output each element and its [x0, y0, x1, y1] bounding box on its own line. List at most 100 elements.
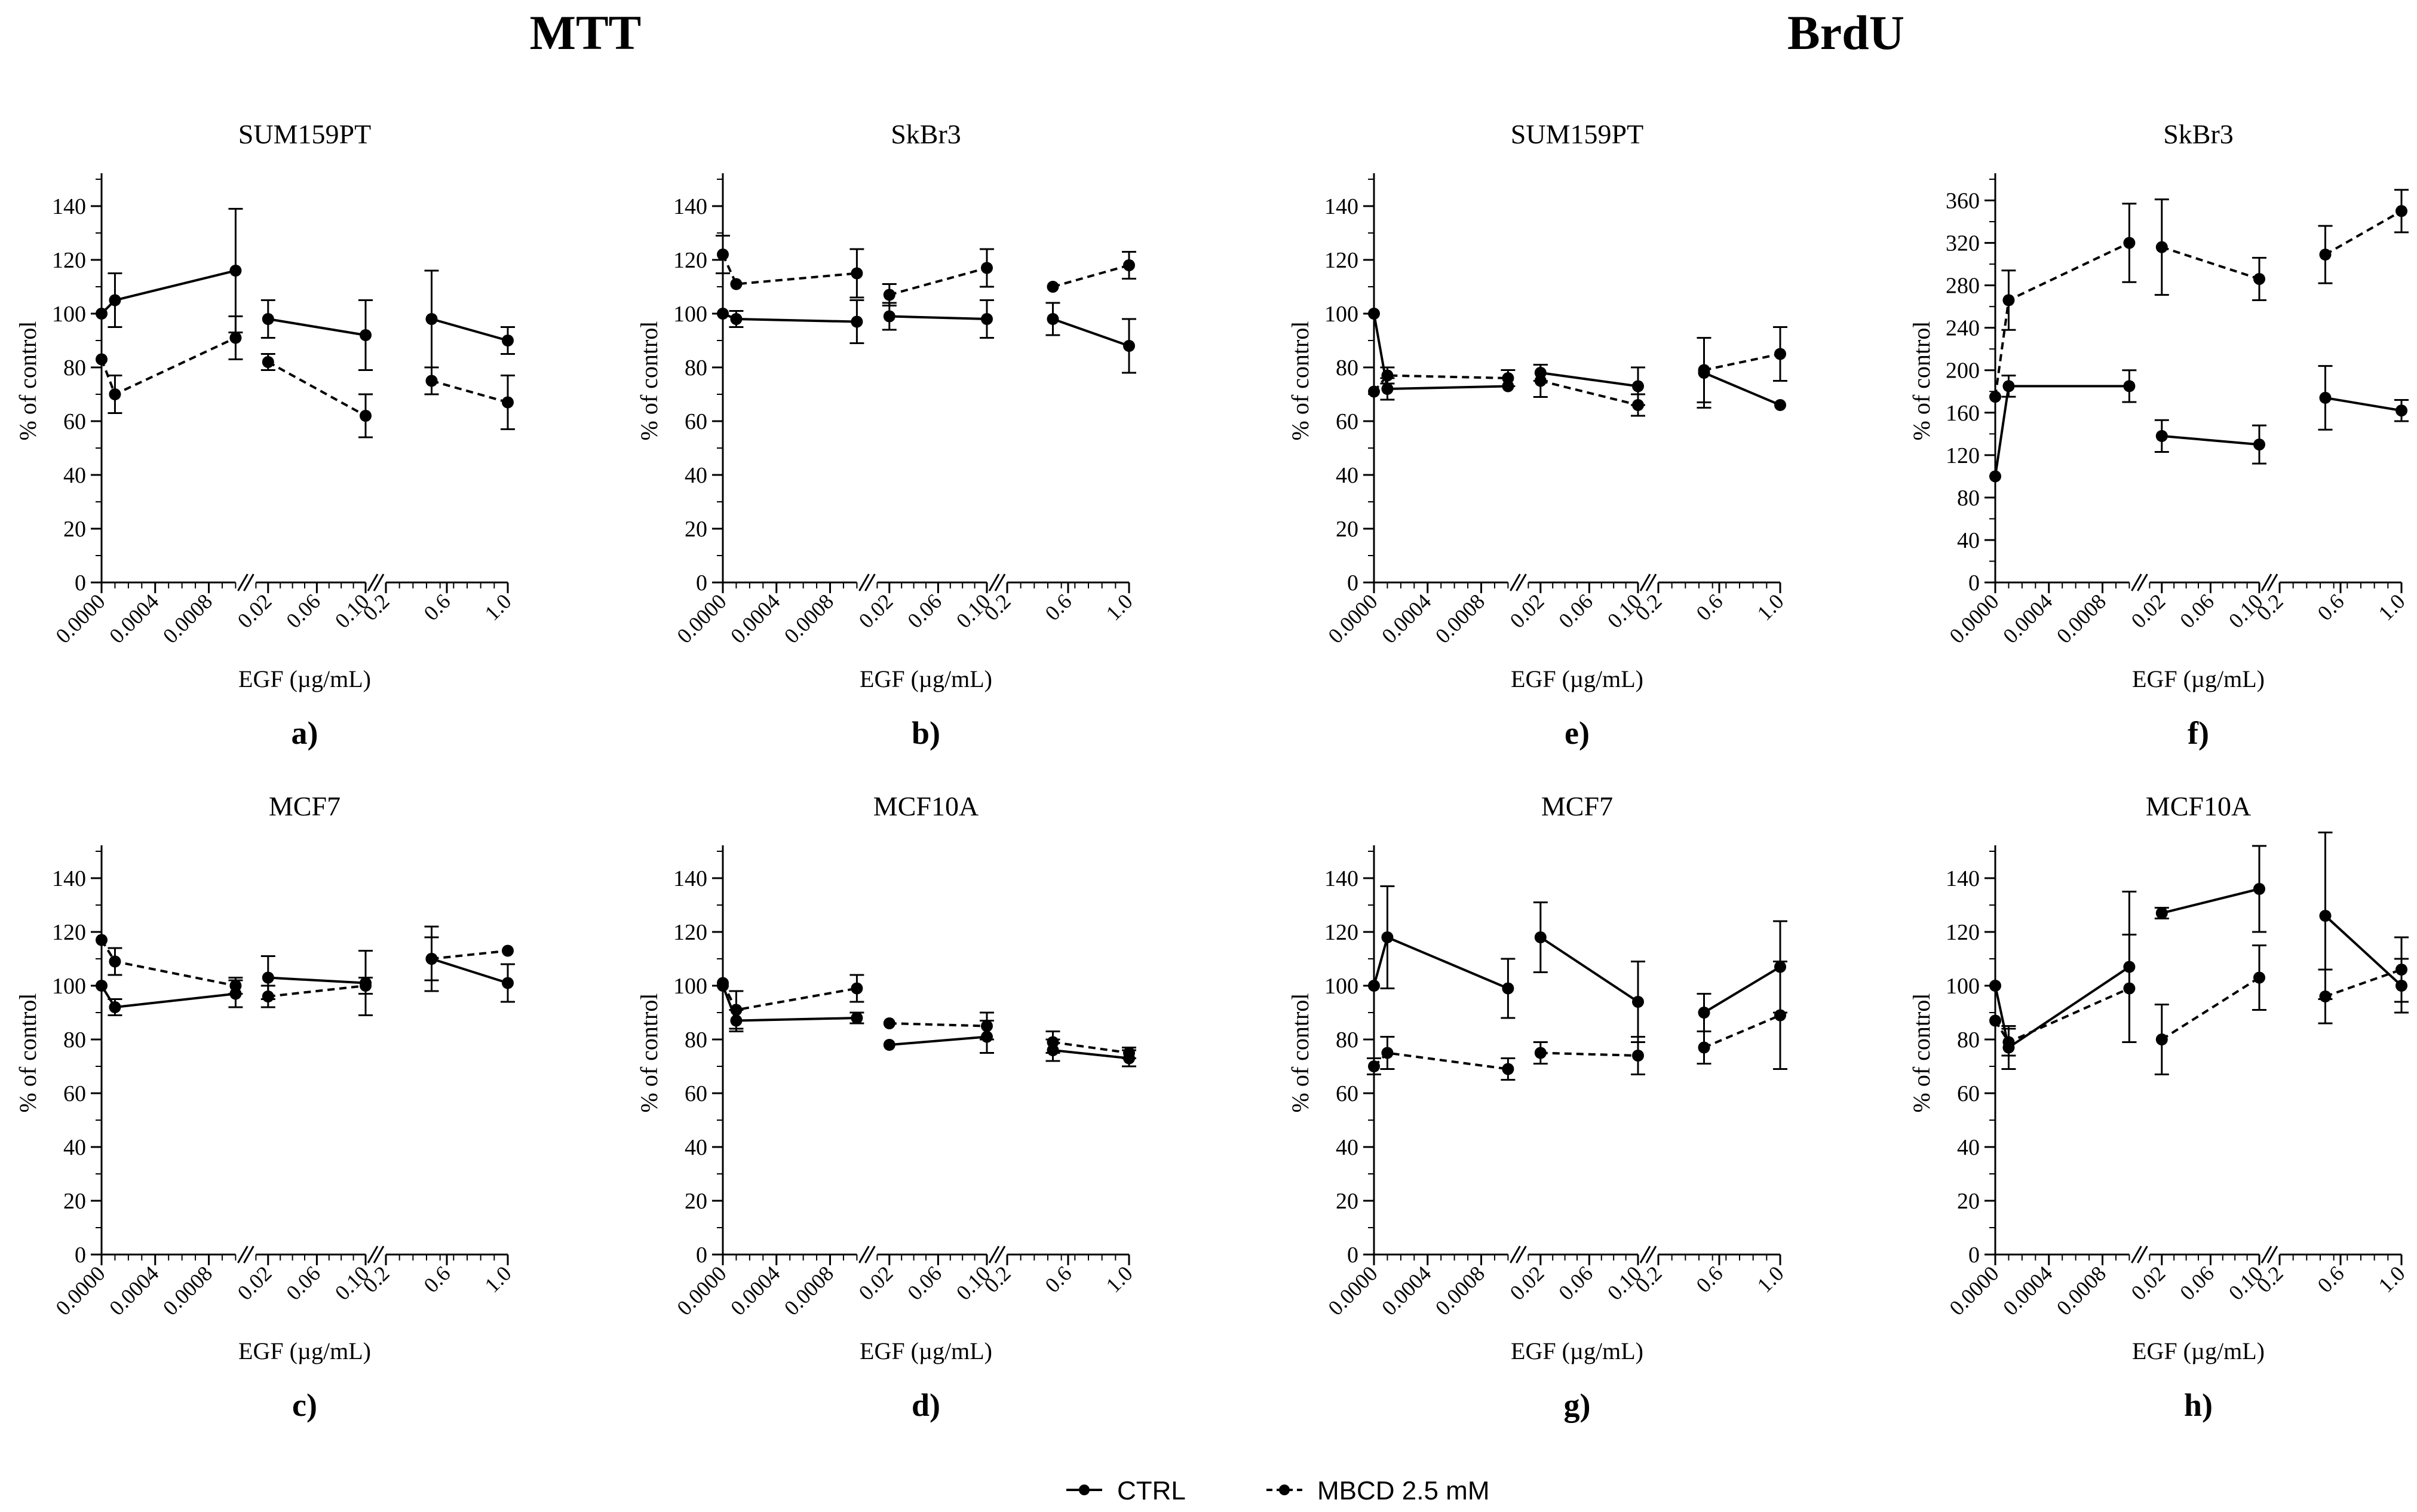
series-line	[2324, 210, 2402, 256]
y-tick-label: 80	[1336, 1028, 1358, 1053]
legend-ctrl-label: CTRL	[1117, 1476, 1186, 1505]
y-tick-label: 120	[52, 248, 86, 273]
x-tick-label: 0.0008	[158, 1261, 217, 1320]
data-point	[262, 971, 274, 984]
panel-letter: e)	[1565, 715, 1590, 751]
data-point	[717, 249, 729, 260]
data-point	[96, 980, 108, 992]
data-point	[2123, 982, 2136, 995]
x-tick-label: 0.0008	[1431, 589, 1489, 648]
axis-break-mark	[1510, 573, 1521, 591]
x-tick-label: 0.06	[2175, 1261, 2219, 1305]
series-line	[268, 985, 366, 998]
y-tick-label: 80	[1957, 1028, 1980, 1053]
axis-break-mark	[1510, 1246, 1521, 1263]
x-tick-label: 0.02	[854, 589, 898, 633]
data-point	[1534, 1047, 1547, 1059]
data-point	[1698, 1041, 1710, 1054]
series-line	[2161, 888, 2260, 915]
data-point	[2155, 1033, 2168, 1045]
data-point	[1123, 259, 1135, 271]
x-tick-label: 0.0000	[51, 589, 109, 648]
data-point	[2395, 404, 2407, 417]
panel-title: SkBr3	[891, 119, 961, 149]
y-axis-label: % of control	[14, 993, 41, 1113]
y-tick-label: 120	[673, 920, 707, 945]
series-line	[1704, 352, 1781, 372]
panel-title: MCF7	[269, 791, 341, 821]
legend-ctrl-marker	[1079, 1485, 1090, 1495]
data-point	[229, 265, 242, 277]
y-tick-label: 40	[685, 1135, 707, 1160]
y-tick-label: 100	[52, 302, 86, 327]
series-line	[268, 976, 366, 985]
series-line	[1703, 372, 1781, 406]
data-point	[2123, 237, 2136, 249]
series-ctrl	[717, 980, 1136, 1068]
y-tick-label: 120	[1946, 443, 1980, 468]
panel-title: SUM159PT	[1511, 119, 1643, 149]
panel-title: SUM159PT	[238, 119, 371, 149]
series-line	[2324, 968, 2402, 998]
y-tick-label: 0	[696, 571, 707, 596]
brdu-group-title: BrdU	[1787, 5, 1904, 60]
panel-title: MCF10A	[2146, 791, 2251, 821]
y-tick-label: 40	[1957, 528, 1980, 553]
x-tick-label: 0.0004	[726, 1261, 784, 1320]
x-tick-label: 0.0000	[1944, 1261, 2003, 1320]
x-tick-label: 0.06	[281, 1261, 325, 1305]
x-tick-label: 0.0004	[726, 589, 784, 648]
y-tick-label: 20	[1336, 1189, 1358, 1214]
axis-break-mark	[2266, 573, 2278, 591]
panel-title: MCF10A	[873, 791, 979, 821]
data-point	[1774, 348, 1786, 360]
axis-break-mark	[864, 573, 876, 591]
x-tick-label: 0.2	[1631, 1261, 1667, 1297]
data-point	[851, 982, 863, 995]
series-ctrl	[1368, 885, 1787, 1043]
panel-letter: h)	[2184, 1387, 2213, 1423]
y-tick-label: 0	[1347, 571, 1358, 596]
y-tick-label: 40	[63, 1135, 86, 1160]
x-tick-label: 1.0	[1753, 589, 1789, 625]
series-mbcd	[716, 235, 1136, 306]
y-tick-label: 80	[63, 355, 86, 381]
data-point	[502, 396, 514, 409]
series-mbcd	[717, 974, 1136, 1059]
x-tick-label: 0.02	[854, 1261, 898, 1305]
x-tick-label: 0.02	[233, 1261, 277, 1305]
series-mbcd	[1989, 189, 2409, 403]
x-tick-label: 0.02	[2127, 589, 2170, 633]
y-tick-label: 320	[1946, 231, 1980, 256]
x-tick-label: 0.6	[1692, 589, 1728, 625]
y-tick-label: 0	[1968, 1243, 1980, 1268]
panel-letter: d)	[912, 1387, 940, 1423]
y-tick-label: 140	[1324, 866, 1358, 891]
series-line	[100, 939, 236, 987]
x-tick-label: 0.06	[1554, 589, 1597, 633]
x-tick-label: 0.6	[1041, 589, 1076, 625]
panel-b: SkBr3 % of control 0 20 40 60 80 100 120 140 0.000…	[636, 119, 1137, 751]
series-line	[889, 1022, 987, 1028]
axis-break-mark	[1516, 573, 1527, 591]
series-ctrl	[96, 925, 515, 1016]
series-ctrl	[1368, 308, 1786, 411]
axis-break-mark	[2260, 1246, 2272, 1263]
x-axis-label: EGF (µg/mL)	[860, 1338, 992, 1364]
series-line	[1540, 379, 1639, 406]
data-point	[851, 267, 863, 280]
x-tick-label: 0.0000	[1323, 589, 1382, 648]
data-point	[883, 310, 895, 323]
series-line	[1052, 318, 1130, 347]
x-tick-label: 0.6	[1041, 1261, 1076, 1297]
x-tick-label: 0.0000	[672, 589, 731, 648]
x-tick-label: 0.0008	[780, 589, 838, 648]
x-tick-label: 0.2	[2252, 1261, 2288, 1297]
series-line	[100, 336, 237, 396]
x-axis-label: EGF (µg/mL)	[1511, 1338, 1643, 1364]
data-point	[730, 313, 743, 325]
y-tick-label: 140	[52, 866, 86, 891]
data-point	[2319, 391, 2332, 404]
y-tick-label: 0	[696, 1243, 707, 1268]
y-tick-label: 80	[1336, 355, 1358, 381]
